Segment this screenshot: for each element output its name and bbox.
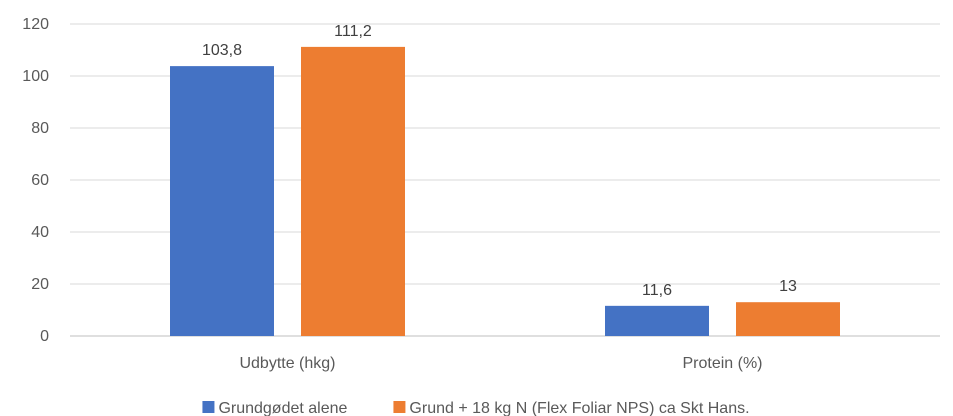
y-tick-label: 0 [40, 328, 49, 345]
x-axis-category-label: Udbytte (hkg) [239, 355, 335, 372]
y-tick-label: 60 [31, 172, 49, 189]
legend-label: Grund + 18 kg N (Flex Foliar NPS) ca Skt… [409, 400, 749, 416]
bar [301, 46, 405, 336]
x-axis-categories: Udbytte (hkg) Protein (%) [239, 355, 762, 372]
legend: Grundgødet alene Grund + 18 kg N (Flex Fo… [202, 400, 750, 416]
bars [170, 46, 840, 337]
legend-swatch [202, 401, 215, 413]
data-label: 103,8 [202, 42, 242, 59]
bar [170, 66, 274, 337]
bar [736, 302, 840, 336]
data-label: 13 [779, 278, 797, 295]
data-label: 11,6 [642, 282, 672, 299]
legend-label: Grundgødet alene [218, 400, 347, 416]
y-tick-label: 100 [22, 68, 49, 85]
x-axis-category-label: Protein (%) [682, 355, 762, 372]
data-labels: 103,8 111,2 11,6 13 [202, 23, 797, 299]
y-tick-label: 40 [31, 224, 49, 241]
y-tick-label: 80 [31, 120, 49, 137]
y-tick-label: 20 [31, 276, 49, 293]
data-label: 111,2 [334, 23, 372, 40]
legend-swatch [393, 401, 406, 413]
y-tick-label: 120 [22, 16, 49, 33]
bar [605, 305, 709, 336]
y-axis-ticks: 0 20 40 60 80 100 120 [22, 16, 49, 345]
